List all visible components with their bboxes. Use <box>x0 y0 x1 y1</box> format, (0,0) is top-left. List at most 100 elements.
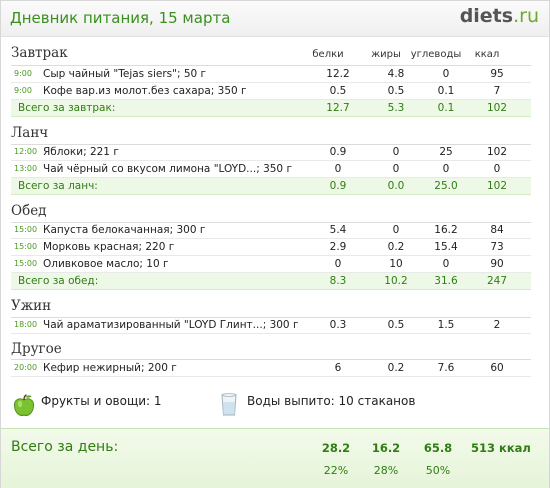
meal-total-label: Всего за обед: <box>18 275 99 287</box>
meal-title-other: Другое <box>11 341 62 357</box>
food-fat: 0.5 <box>387 319 405 331</box>
page-title: Дневник питания, 15 марта <box>10 9 231 27</box>
meal-total-label: Всего за завтрак: <box>18 102 116 114</box>
logo-tld: .ru <box>513 5 539 27</box>
food-kcal: 0 <box>493 163 501 175</box>
meal-total-row: Всего за завтрак: 12.7 5.3 0.1 102 <box>11 100 531 117</box>
food-carbs: 16.2 <box>434 224 458 236</box>
total-fat: 0.0 <box>387 180 405 192</box>
food-kcal: 90 <box>490 258 504 270</box>
food-fat: 0 <box>392 146 400 158</box>
food-fat: 10 <box>389 258 403 270</box>
food-kcal: 2 <box>493 319 501 331</box>
food-fat: 4.8 <box>387 68 405 80</box>
meal-divider <box>11 359 531 360</box>
day-carbs-percent: 50% <box>425 464 451 477</box>
meal-total-row: Всего за ланч: 0.9 0.0 25.0 102 <box>11 178 531 195</box>
food-name: Чай чёрный со вкусом лимона "LOYD...; 35… <box>43 163 292 175</box>
food-time: 13:00 <box>14 164 38 173</box>
column-header-kcal: ккал <box>474 49 500 60</box>
total-kcal: 102 <box>486 102 508 114</box>
food-row[interactable]: 15:00 Капуста белокачанная; 300 г 5.4 0 … <box>11 222 531 239</box>
food-row[interactable]: 15:00 Морковь красная; 220 г 2.9 0.2 15.… <box>11 239 531 256</box>
food-row[interactable]: 12:00 Яблоки; 221 г 0.9 0 25 102 <box>11 144 531 161</box>
food-fat: 0 <box>392 163 400 175</box>
column-header-protein: белки <box>312 49 344 60</box>
food-protein: 0 <box>334 163 342 175</box>
meal-title-dinner: Обед <box>11 203 47 219</box>
total-kcal: 247 <box>486 275 508 287</box>
total-carbs: 31.6 <box>434 275 458 287</box>
food-protein: 0.3 <box>329 319 347 331</box>
total-fat: 10.2 <box>384 275 408 287</box>
food-time: 20:00 <box>14 363 38 372</box>
food-kcal: 60 <box>490 362 504 374</box>
food-row[interactable]: 9:00 Сыр чайный "Tejas siers"; 50 г 12.2… <box>11 66 531 83</box>
total-fat: 5.3 <box>387 102 405 114</box>
food-carbs: 0.1 <box>437 85 455 97</box>
total-kcal: 102 <box>486 180 508 192</box>
food-name: Капуста белокачанная; 300 г <box>43 224 206 236</box>
meal-title-lunch: Ланч <box>11 125 49 141</box>
food-carbs: 15.4 <box>434 241 458 253</box>
food-row[interactable]: 9:00 Кофе вар.из молот.без сахара; 350 г… <box>11 83 531 100</box>
food-kcal: 84 <box>490 224 504 236</box>
food-time: 12:00 <box>14 147 38 156</box>
food-fat: 0 <box>392 224 400 236</box>
food-name: Кефир нежирный; 200 г <box>43 362 177 374</box>
food-name: Морковь красная; 220 г <box>43 241 175 253</box>
water-drunk-count: Воды выпито: 10 стаканов <box>247 394 416 408</box>
total-protein: 8.3 <box>329 275 347 287</box>
food-carbs: 0 <box>442 163 450 175</box>
food-carbs: 0 <box>442 68 450 80</box>
meal-total-row: Всего за обед: 8.3 10.2 31.6 247 <box>11 273 531 290</box>
food-carbs: 25 <box>439 146 453 158</box>
day-total-fat: 16.2 <box>371 441 401 455</box>
food-time: 15:00 <box>14 225 38 234</box>
logo-main: diets <box>459 5 514 27</box>
food-protein: 6 <box>334 362 342 374</box>
food-time: 15:00 <box>14 259 38 268</box>
day-protein-percent: 22% <box>323 464 349 477</box>
site-logo[interactable]: diets.ru <box>460 5 539 27</box>
day-total-panel: Всего за день: 28.2 16.2 65.8 513 ккал 2… <box>1 428 549 488</box>
food-kcal: 102 <box>486 146 508 158</box>
food-name: Чай араматизированный "LOYD Глинт...; 30… <box>43 319 299 331</box>
food-name: Кофе вар.из молот.без сахара; 350 г <box>43 85 247 97</box>
food-fat: 0.2 <box>387 362 405 374</box>
food-kcal: 95 <box>490 68 504 80</box>
total-carbs: 0.1 <box>437 102 455 114</box>
food-time: 9:00 <box>14 86 32 95</box>
total-carbs: 25.0 <box>434 180 458 192</box>
food-name: Оливковое масло; 10 г <box>43 258 169 270</box>
column-header-carbs: углеводы <box>410 49 462 60</box>
food-protein: 2.9 <box>329 241 347 253</box>
food-protein: 5.4 <box>329 224 347 236</box>
food-time: 18:00 <box>14 320 38 329</box>
food-row[interactable]: 15:00 Оливковое масло; 10 г 0 10 0 90 <box>11 256 531 273</box>
food-carbs: 1.5 <box>437 319 455 331</box>
meal-total-label: Всего за ланч: <box>18 180 98 192</box>
total-protein: 12.7 <box>326 102 350 114</box>
food-row[interactable]: 18:00 Чай араматизированный "LOYD Глинт.… <box>11 317 531 334</box>
food-carbs: 0 <box>442 258 450 270</box>
food-row[interactable]: 13:00 Чай чёрный со вкусом лимона "LOYD.… <box>11 161 531 178</box>
water-glass-icon <box>221 393 237 416</box>
diary-header: Дневник питания, 15 марта diets.ru <box>1 1 549 37</box>
food-row[interactable]: 20:00 Кефир нежирный; 200 г 6 0.2 7.6 60 <box>11 360 531 377</box>
day-total-label: Всего за день: <box>11 439 119 455</box>
food-name: Сыр чайный "Tejas siers"; 50 г <box>43 68 207 80</box>
food-fat: 0.2 <box>387 241 405 253</box>
meal-title-breakfast: Завтрак <box>11 45 68 61</box>
green-apple-icon <box>13 394 35 416</box>
meal-title-supper: Ужин <box>11 298 52 314</box>
food-time: 15:00 <box>14 242 38 251</box>
food-kcal: 7 <box>493 85 501 97</box>
food-protein: 12.2 <box>326 68 350 80</box>
meal-divider <box>11 144 531 145</box>
food-carbs: 7.6 <box>437 362 455 374</box>
column-header-fat: жиры <box>371 49 401 60</box>
day-total-carbs: 65.8 <box>423 441 453 455</box>
food-fat: 0.5 <box>387 85 405 97</box>
